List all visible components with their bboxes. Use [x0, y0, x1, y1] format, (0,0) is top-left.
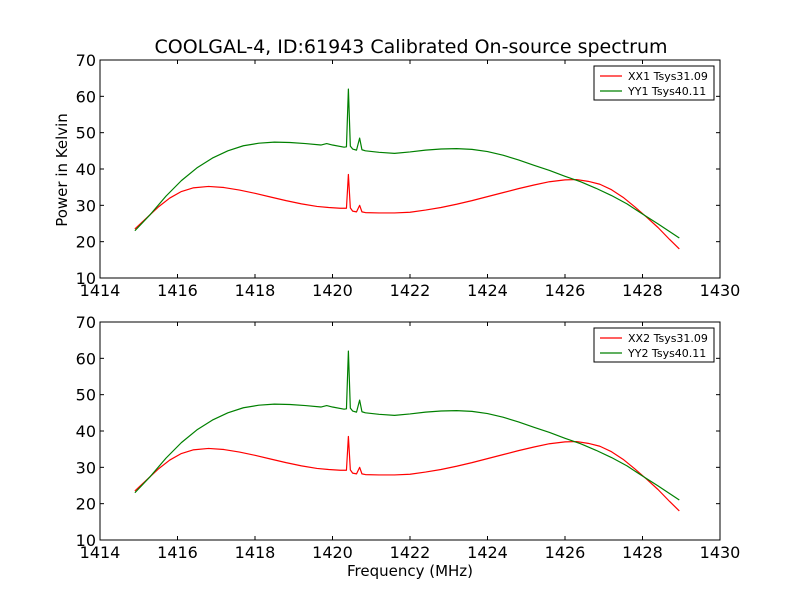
x-tick-label: 1426 [545, 543, 586, 562]
y-tick-label: 20 [76, 495, 96, 514]
x-tick-label: 1416 [157, 543, 198, 562]
legend: XX1 Tsys31.09 YY1 Tsys40.11 [594, 66, 714, 100]
y-tick-label: 50 [76, 386, 96, 405]
x-axis-label: Frequency (MHz) [347, 562, 473, 580]
x-tick-label: 1430 [700, 543, 741, 562]
x-tick-label: 1422 [390, 281, 431, 300]
series-line-xx-panel-1 [135, 174, 679, 248]
y-tick-label: 20 [76, 233, 96, 252]
spectrum-figure: COOLGAL-4, ID:61943 Calibrated On-source… [0, 0, 800, 600]
panel-2: 1414 1416 1418 1420 1422 1424 1426 1428 14301020… [76, 313, 741, 562]
y-tick-label: 60 [76, 349, 96, 368]
x-tick-label: 1426 [545, 281, 586, 300]
y-axis-label: Power in Kelvin [53, 113, 71, 227]
x-tick-label: 1428 [622, 543, 663, 562]
y-tick-label: 30 [76, 458, 96, 477]
legend-label: YY1 Tsys40.11 [627, 85, 706, 98]
panel-1: 1414 1416 1418 1420 1422 1424 1426 1428 14301020… [76, 51, 741, 300]
x-tick-label: 1418 [235, 543, 276, 562]
x-tick-label: 1424 [467, 543, 508, 562]
y-tick-label: 40 [76, 160, 96, 179]
y-tick-label: 10 [76, 531, 96, 550]
y-tick-label: 70 [76, 51, 96, 70]
series-line-xx-panel-2 [135, 436, 679, 510]
plot-panels: 1414 1416 1418 1420 1422 1424 1426 1428 14301020… [76, 51, 741, 562]
legend: XX2 Tsys31.09 YY2 Tsys40.11 [594, 328, 714, 362]
x-tick-label: 1422 [390, 543, 431, 562]
legend-label: XX1 Tsys31.09 [628, 70, 708, 83]
y-tick-label: 60 [76, 87, 96, 106]
x-tick-label: 1430 [700, 281, 741, 300]
x-tick-label: 1428 [622, 281, 663, 300]
series-line-yy-panel-2 [135, 351, 679, 500]
series-line-yy-panel-1 [135, 89, 679, 238]
y-tick-label: 10 [76, 269, 96, 288]
chart-title: COOLGAL-4, ID:61943 Calibrated On-source… [155, 36, 668, 58]
x-tick-label: 1420 [312, 281, 353, 300]
y-tick-label: 50 [76, 124, 96, 143]
x-tick-label: 1418 [235, 281, 276, 300]
x-tick-label: 1420 [312, 543, 353, 562]
x-tick-label: 1424 [467, 281, 508, 300]
legend-label: XX2 Tsys31.09 [628, 332, 708, 345]
y-tick-label: 40 [76, 422, 96, 441]
y-tick-label: 30 [76, 196, 96, 215]
legend-label: YY2 Tsys40.11 [627, 347, 706, 360]
x-tick-label: 1416 [157, 281, 198, 300]
y-tick-label: 70 [76, 313, 96, 332]
